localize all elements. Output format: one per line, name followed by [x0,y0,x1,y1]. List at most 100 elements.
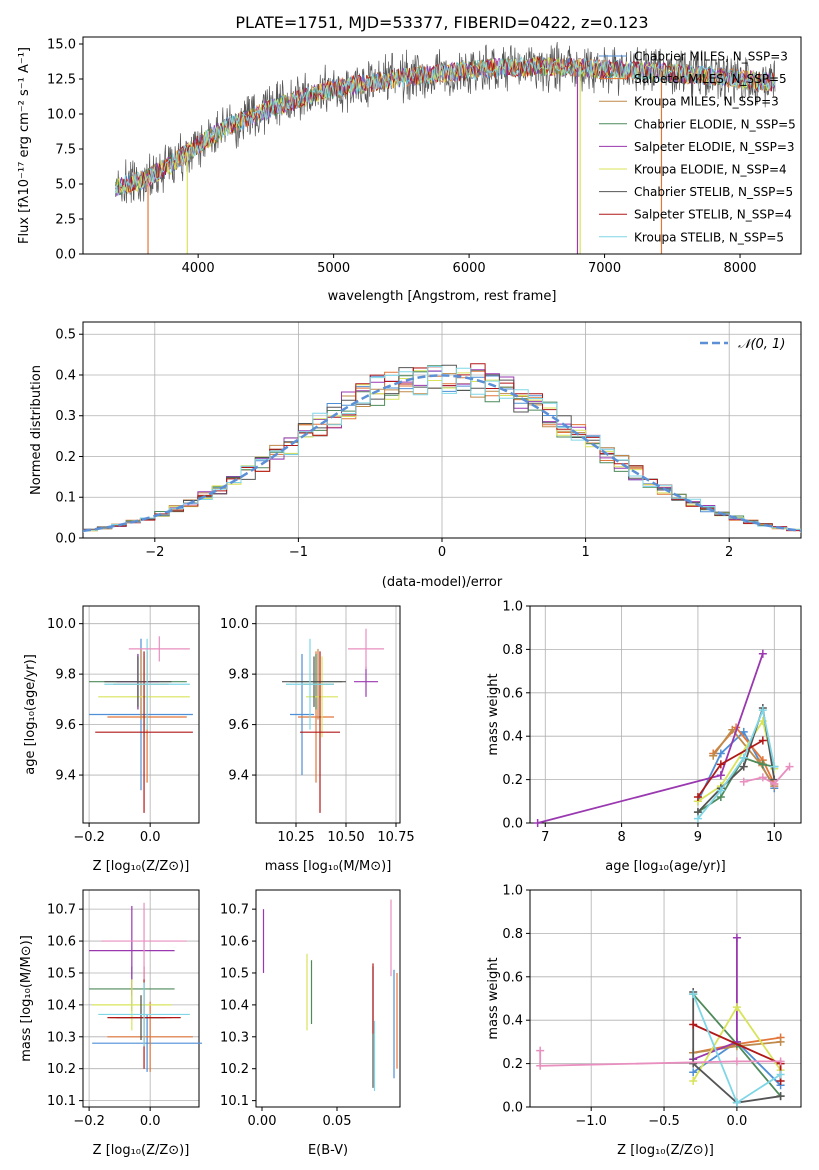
x-tick-label: 1 [581,545,589,560]
data-point-marker [758,649,767,658]
weight_vs_age-ylabel: mass weight [486,673,501,755]
y-tick-label: 15.0 [47,38,76,53]
x-tick-label: 2 [725,545,733,560]
x-tick-label: −2 [145,545,164,560]
y-tick-label: 10.5 [220,966,249,981]
legend-label: Kroupa STELIB, N_SSP=5 [634,230,784,244]
spectrum-xlabel: wavelength [Angstrom, rest frame] [328,289,557,304]
data-point-marker [776,1070,785,1079]
y-tick-label: 10.3 [47,1030,76,1045]
data-point-marker [689,1076,698,1085]
age_vs_mass-xlabel: mass [log₁₀(M/M⊙)] [265,859,392,874]
weight-series-4 [537,653,764,824]
data-point-marker [739,727,748,736]
weight-series-9 [539,1050,781,1067]
mass_vs_Z-frame [82,889,200,1108]
data-point-marker [716,760,725,769]
y-tick-label: 10.3 [220,1030,249,1045]
data-point-marker [689,990,698,999]
y-tick-label: 0.0 [502,1101,523,1116]
y-tick-label: 0.8 [502,927,523,942]
data-point-marker [693,792,702,801]
weight_vs_Z-axes: −1.0 −0.5 0.0 0.0 0.2 0.4 0.6 0.8 1.0 Z [log₁₀(Z/… [486,884,802,1158]
age_vs_Z-ylabel: age [log₁₀(age/yr)] [23,654,38,775]
x-tick-label: 7 [541,830,549,845]
data-point-marker [739,777,748,786]
y-tick-label: 0.2 [55,450,76,465]
legend-label: Salpeter STELIB, N_SSP=4 [634,208,792,222]
weight_vs_Z-xlabel: Z [log₁₀(Z/Z⊙)] [617,1143,714,1158]
y-tick-label: 0.6 [502,970,523,985]
mass_vs_Z-ylabel: mass [log₁₀(M/M⊙)] [19,935,34,1062]
data-point-marker [536,1061,545,1070]
spectrum-plot [115,41,776,254]
data-point-marker [709,751,718,760]
weight_vs_age-axes: 7 8 9 10 0.0 0.2 0.4 0.6 0.8 1.0 age [log₁₀(age/yr… [486,600,802,874]
y-tick-label: 0.4 [502,1014,523,1029]
age_vs_Z-xlabel: Z [log₁₀(Z/Z⊙)] [93,859,190,874]
spectrum-series-8 [115,56,776,197]
weight_vs_Z-frame [529,889,802,1108]
y-tick-label: 10.5 [47,966,76,981]
x-tick-label: 8 [617,830,625,845]
x-tick-label: 10.75 [377,830,414,845]
mass_vs_Z-axes: −0.2 0.0 10.1 10.2 10.3 10.4 10.5 10.6 10.7 Z [lo… [19,889,200,1158]
data-point-marker [728,725,737,734]
y-tick-label: 0.1 [55,491,76,506]
data-point-marker [739,762,748,771]
y-tick-label: 10.7 [47,903,76,918]
y-tick-label: 10.0 [47,617,76,632]
y-tick-label: 10.1 [220,1094,249,1109]
y-tick-label: 10.6 [47,935,76,950]
x-tick-label: 4000 [182,261,215,276]
mass_vs_ebv-frame [255,889,401,1108]
data-point-marker [732,1057,741,1066]
x-tick-label: 10.25 [277,830,314,845]
data-point-marker [758,773,767,782]
data-point-marker [732,1003,741,1012]
y-tick-label: 10.2 [220,1062,249,1077]
y-tick-label: 1.0 [502,600,523,615]
legend-label: Kroupa MILES, N_SSP=3 [634,95,779,109]
legend-label: Salpeter ELODIE, N_SSP=3 [634,140,795,154]
spectrum-ylabel: Flux [fλ10⁻¹⁷ erg cm⁻² s⁻¹ A⁻¹] [17,47,32,244]
y-tick-label: 0.8 [502,643,523,658]
x-tick-label: 0 [438,545,446,560]
x-tick-label: 0.05 [323,1114,352,1129]
data-point-marker [758,760,767,769]
y-tick-label: 10.7 [220,903,249,918]
weight_vs_age-frame [529,605,802,824]
residuals-axes: −2 −1 0 1 2 0.0 0.1 0.2 0.3 0.4 0.5 (data-model)/er… [29,321,802,590]
y-tick-label: 7.5 [55,143,76,158]
y-tick-label: 0.2 [502,773,523,788]
y-tick-label: 9.6 [55,718,76,733]
y-tick-label: 10.4 [47,998,76,1013]
y-tick-label: 2.5 [55,213,76,228]
data-point-marker [776,1057,785,1066]
data-point-marker [758,736,767,745]
legend-label: 𝒩(0, 1) [738,337,785,352]
weight-series-9 [743,766,791,786]
spectrum-axes: 4000 5000 6000 7000 8000 0.0 2.5 5.0 7.5 10.0 12.5… [17,36,802,304]
legend-label: Chabrier ELODIE, N_SSP=5 [634,117,796,131]
y-tick-label: 10.0 [47,108,76,123]
age_vs_Z-errorbars [89,636,193,813]
y-tick-label: 5.0 [55,178,76,193]
mass_vs_Z-errorbars [89,902,203,1072]
x-tick-label: −1.0 [575,1114,607,1129]
y-tick-label: 1.0 [502,884,523,899]
spectrum-frame [82,36,802,255]
weight_vs_age-xlabel: age [log₁₀(age/yr)] [605,859,726,874]
weight_vs_age-lines [533,649,794,827]
x-tick-label: 0.0 [140,1114,161,1129]
data-point-marker [716,749,725,758]
data-point-marker [739,753,748,762]
y-tick-label: 9.4 [55,769,76,784]
x-tick-label: 7000 [588,261,621,276]
age_vs_mass-errorbars [282,628,384,813]
y-tick-label: 0.5 [55,328,76,343]
age_vs_Z-frame [82,605,200,824]
y-tick-label: 9.6 [228,718,249,733]
residuals-frame [82,321,802,539]
